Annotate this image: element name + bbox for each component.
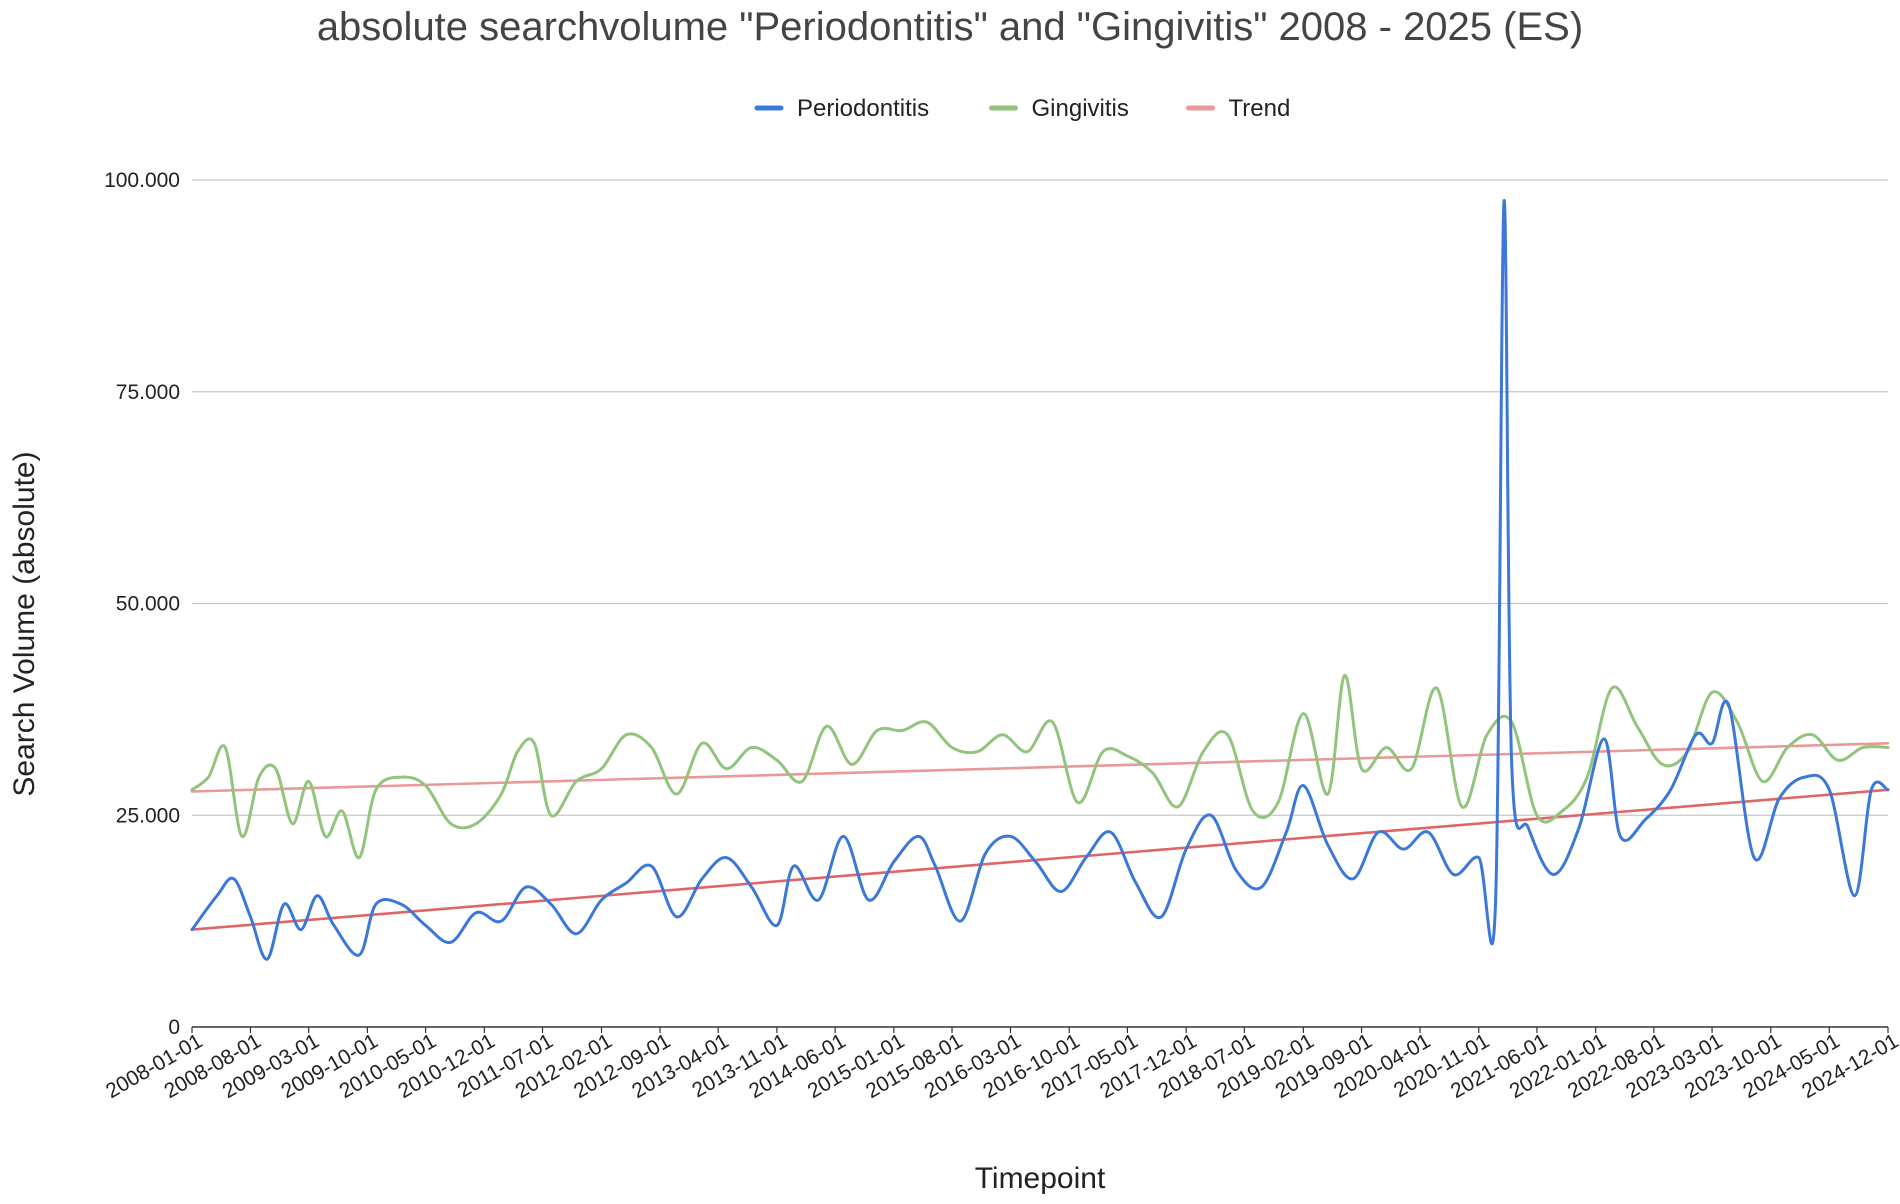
y-tick-label: 100.000 — [104, 169, 180, 192]
y-tick-label: 50.000 — [116, 593, 180, 616]
series-line-trend — [190, 742, 1890, 793]
series-lines — [190, 199, 1890, 961]
y-axis-title: Search Volume (absolute) — [8, 451, 41, 796]
legend-label: Gingivitis — [1032, 95, 1129, 122]
series-line-gingivitis — [190, 673, 1890, 860]
series-line-trend-periodontitis — [190, 788, 1890, 931]
chart-title: absolute searchvolume "Periodontitis" an… — [317, 5, 1583, 49]
y-tick-label: 75.000 — [116, 381, 180, 404]
y-axis-ticks: 0 25.000 50.000 75.000 100.000 — [104, 169, 180, 1039]
legend-label: Trend — [1229, 95, 1291, 122]
y-tick-label: 25.000 — [116, 804, 180, 827]
y-tick-label: 0 — [168, 1016, 180, 1039]
legend: Periodontitis Gingivitis Trend — [754, 95, 1291, 122]
legend-label: Periodontitis — [797, 95, 929, 122]
x-axis-title: Timepoint — [975, 1162, 1106, 1195]
x-axis-ticks: 2008-01-012008-08-012009-03-012009-10-01… — [102, 1027, 1900, 1103]
series-line-periodontitis — [190, 199, 1890, 961]
gridlines — [192, 179, 1888, 1028]
